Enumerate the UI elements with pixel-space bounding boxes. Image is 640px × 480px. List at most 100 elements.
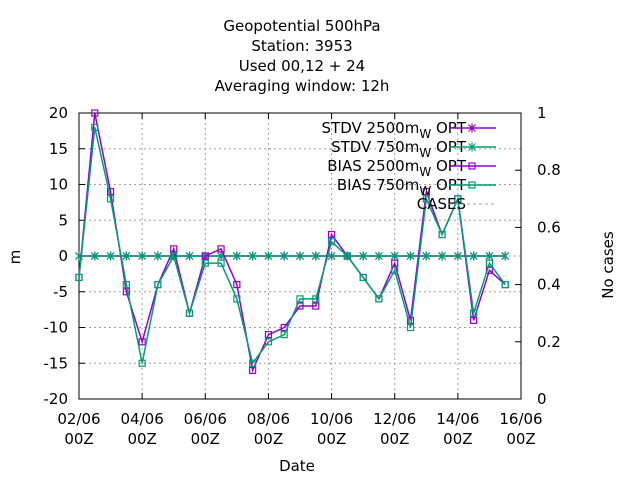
data-point (249, 359, 257, 367)
data-point (453, 251, 462, 261)
data-point (501, 251, 510, 261)
y-tick-label: 10 (49, 176, 68, 194)
data-point (422, 251, 431, 261)
data-point (233, 295, 241, 303)
x-tick-label-hour: 00Z (317, 430, 346, 448)
data-point (154, 251, 162, 261)
x-tick-label: 12/06 (373, 410, 416, 428)
y-tick-label: 5 (58, 211, 68, 229)
legend-entry: CASES (417, 195, 496, 213)
y-tick-label: -20 (44, 390, 69, 408)
chart-title: Geopotential 500hPa Station: 3953 Used 00,… (215, 17, 390, 95)
y-tick-label: -15 (44, 354, 69, 372)
data-point (201, 259, 209, 267)
data-point (122, 251, 131, 261)
legend-label: BIAS 750mW OPT (337, 176, 467, 198)
legend-entry: BIAS 750mW OPT (337, 176, 496, 198)
data-point (138, 338, 146, 346)
data-point (233, 281, 241, 289)
title-line: Station: 3953 (251, 37, 352, 55)
x-tick-label-hour: 00Z (506, 430, 535, 448)
data-point (470, 316, 478, 324)
data-point (138, 359, 146, 367)
data-point (106, 195, 115, 203)
data-point (75, 273, 83, 282)
legend-marker (468, 181, 476, 189)
data-point (327, 230, 336, 239)
x-tick-label-hour: 00Z (380, 430, 409, 448)
x-tick-label-hour: 00Z (191, 430, 220, 448)
y-tick-label: 15 (49, 140, 68, 158)
series-line (78, 127, 506, 365)
x-tick-label: 14/06 (436, 410, 479, 428)
data-point (106, 188, 115, 196)
data-point (232, 251, 241, 261)
title-line: Averaging window: 12h (215, 77, 390, 95)
data-point (106, 251, 115, 261)
data-point (311, 251, 320, 261)
data-point (90, 251, 99, 261)
y-tick-label: 0 (58, 247, 68, 265)
data-point (217, 245, 225, 253)
data-point (264, 338, 273, 346)
legend-marker (468, 123, 476, 133)
y2-tick-label: 0.6 (537, 218, 561, 236)
x-tick-label: 02/06 (57, 410, 100, 428)
data-point (201, 252, 209, 260)
data-point (406, 251, 415, 261)
data-point (91, 123, 99, 131)
data-point (327, 251, 336, 261)
data-point (438, 251, 446, 261)
x-tick-label-hour: 00Z (127, 430, 156, 448)
data-point (359, 273, 367, 282)
data-point (296, 251, 304, 261)
data-point (249, 366, 257, 374)
data-point (217, 259, 225, 267)
data-point (327, 238, 336, 246)
data-point (359, 251, 368, 261)
x-tick-label-hour: 00Z (64, 430, 93, 448)
legend-label: BIAS 2500mW OPT (327, 157, 467, 179)
x-tick-label: 10/06 (310, 410, 353, 428)
data-point (390, 251, 399, 261)
x-tick-label: 08/06 (247, 410, 290, 428)
legend-label: CASES (417, 195, 466, 213)
legend-entry: BIAS 2500mW OPT (327, 157, 496, 179)
data-point (422, 195, 430, 203)
y-axis-label: m (6, 250, 24, 265)
data-point (454, 195, 462, 203)
data-point (312, 302, 320, 310)
y2-tick-label: 0.2 (537, 333, 561, 351)
x-axis-label: Date (279, 457, 315, 475)
data-point (469, 251, 478, 261)
y2-tick-label: 0 (537, 390, 547, 408)
data-point (375, 295, 383, 303)
data-point (248, 251, 257, 261)
data-point (280, 251, 289, 261)
data-point (138, 251, 147, 261)
x-tick-label: 06/06 (184, 410, 227, 428)
data-point (296, 295, 304, 303)
legend-entry: STDV 2500mW OPT (322, 119, 496, 141)
x-tick-label-hour: 00Z (254, 430, 283, 448)
data-point (312, 295, 320, 303)
data-point (280, 331, 288, 339)
data-point (185, 309, 194, 317)
data-point (343, 252, 351, 260)
data-point (391, 266, 399, 274)
data-point (122, 288, 130, 296)
data-point (470, 309, 478, 317)
data-point (170, 252, 178, 260)
data-point (485, 251, 494, 261)
data-point (170, 245, 178, 253)
y2-axis-label: No cases (599, 231, 617, 299)
data-point (422, 188, 430, 196)
series-bias750 (75, 123, 509, 367)
title-line: Geopotential 500hPa (223, 17, 380, 35)
data-point (501, 281, 509, 289)
data-point (264, 331, 273, 339)
legend-label: STDV 750mW OPT (331, 138, 467, 160)
series-layer (75, 109, 510, 374)
